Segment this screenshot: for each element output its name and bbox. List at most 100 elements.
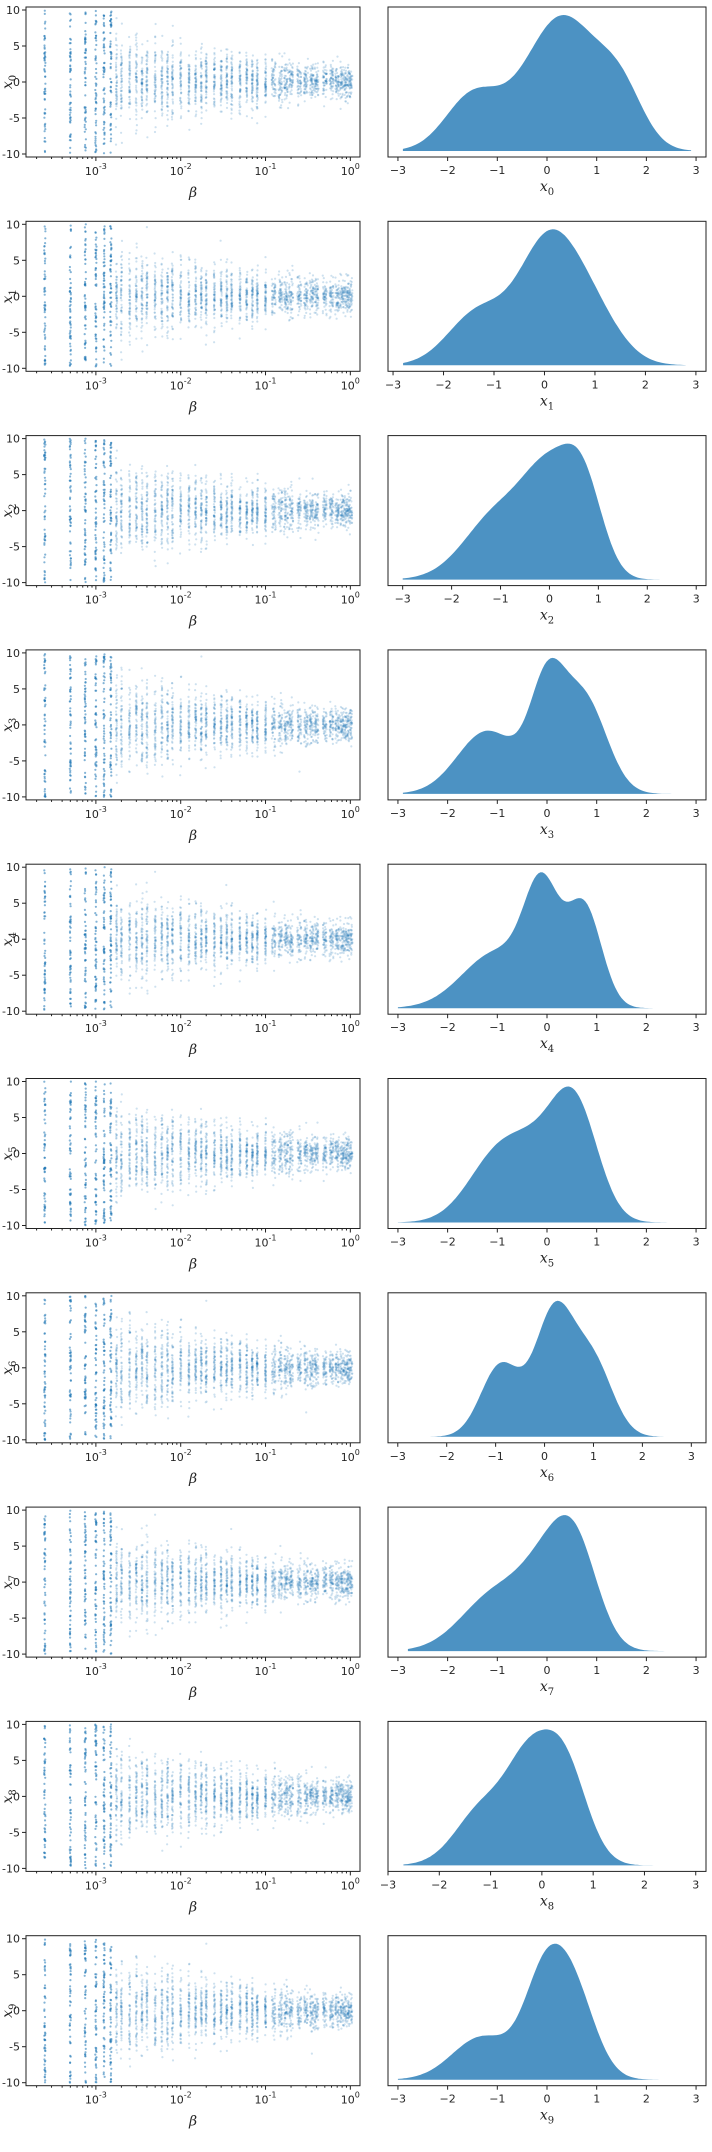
scatter-point [84, 39, 86, 41]
scatter-point [251, 100, 253, 102]
scatter-point [103, 255, 105, 257]
scatter-point [103, 127, 105, 129]
scatter-point [179, 284, 181, 286]
scatter-point [146, 284, 148, 286]
scatter-point [292, 63, 294, 65]
scatter-point [94, 31, 96, 33]
scatter-point [85, 117, 87, 119]
scatter-point [265, 268, 267, 270]
scatter-point [121, 251, 123, 253]
scatter-point [120, 297, 122, 299]
scatter-point [307, 289, 309, 291]
scatter-point [284, 98, 286, 100]
scatter-point [129, 46, 131, 48]
scatter-point [94, 58, 96, 60]
scatter-point [317, 297, 319, 299]
scatter-point [245, 55, 247, 57]
scatter-point [213, 53, 215, 55]
scatter-point [256, 106, 258, 108]
scatter-point [95, 321, 97, 323]
scatter-point [161, 51, 163, 53]
scatter-point [44, 270, 46, 272]
scatter-point [213, 270, 215, 272]
scatter-point [103, 308, 105, 310]
scatter-point [278, 299, 280, 301]
scatter-point [330, 66, 332, 68]
scatter-point [70, 95, 72, 97]
scatter-point [273, 303, 275, 305]
scatter-point [103, 316, 105, 318]
scatter-point [120, 321, 122, 323]
scatter-point [84, 68, 86, 70]
scatter-point [136, 299, 138, 301]
scatter-point [172, 54, 174, 56]
scatter-point [179, 292, 181, 294]
scatter-point [141, 56, 143, 58]
scatter-point [230, 61, 232, 63]
scatter-point [213, 313, 215, 315]
scatter-point [314, 301, 316, 303]
scatter-point [331, 85, 333, 87]
scatter-point [245, 87, 247, 89]
scatter-point [154, 312, 156, 314]
scatter-point [279, 80, 281, 82]
scatter-point [317, 288, 319, 290]
scatter-point [179, 277, 181, 279]
scatter-point [274, 286, 276, 288]
scatter-point [44, 276, 46, 278]
scatter-point [271, 314, 273, 316]
scatter-point [292, 317, 294, 319]
scatter-point [246, 313, 248, 315]
scatter-point [246, 287, 248, 289]
scatter-point [230, 261, 232, 263]
scatter-point [95, 315, 97, 317]
scatter-point [317, 278, 319, 280]
scatter-point [214, 81, 216, 83]
scatter-point [110, 256, 112, 258]
scatter-point [340, 70, 342, 72]
scatter-point [171, 263, 173, 265]
scatter-point [84, 302, 86, 304]
scatter-point [94, 49, 96, 51]
scatter-point [339, 67, 341, 69]
y-tick-label: 10 [6, 4, 20, 17]
scatter-point [95, 82, 97, 84]
scatter-point [103, 277, 105, 279]
scatter-point [230, 291, 232, 293]
scatter-point [110, 227, 112, 229]
scatter-point [95, 138, 97, 140]
scatter-point [220, 67, 222, 69]
scatter-point [251, 325, 253, 327]
scatter-point [95, 283, 97, 285]
scatter-point [116, 287, 118, 289]
scatter-point [154, 35, 156, 37]
scatter-point [332, 68, 334, 70]
scatter-point [278, 66, 280, 68]
scatter-point [205, 96, 207, 98]
scatter-point [116, 88, 118, 90]
scatter-point [200, 303, 202, 305]
scatter-point [340, 78, 342, 80]
scatter-point [145, 257, 147, 259]
scatter-point [251, 64, 253, 66]
y-tick-label: 5 [13, 40, 20, 53]
scatter-point [205, 86, 207, 88]
scatter-point [292, 283, 294, 285]
scatter-point [265, 271, 267, 273]
scatter-point [297, 69, 299, 71]
scatter-point [287, 91, 289, 93]
scatter-point [166, 272, 168, 274]
scatter-point [129, 78, 131, 80]
scatter-point [200, 277, 202, 279]
scatter-point [290, 295, 292, 297]
scatter-point [251, 117, 253, 119]
y-tick-label: -5 [9, 326, 20, 339]
y-tick-label: -10 [2, 362, 20, 375]
scatter-point [297, 75, 299, 77]
scatter-point [70, 19, 72, 21]
scatter-point [239, 319, 241, 321]
scatter-point [347, 102, 349, 104]
scatter-point [141, 117, 143, 119]
scatter-point [103, 323, 105, 325]
scatter-point [239, 66, 241, 68]
